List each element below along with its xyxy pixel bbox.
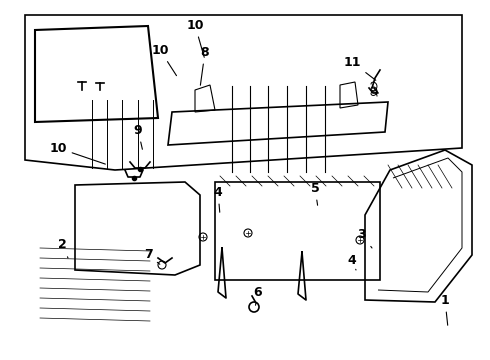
Text: 8: 8 — [200, 45, 209, 85]
Text: 7: 7 — [144, 248, 160, 264]
Text: 10: 10 — [151, 44, 176, 76]
Text: 9: 9 — [134, 123, 143, 149]
Text: 4: 4 — [347, 253, 356, 270]
Text: 10: 10 — [186, 18, 204, 57]
Text: 2: 2 — [58, 239, 68, 258]
Text: 4: 4 — [214, 185, 222, 212]
Text: 11: 11 — [343, 55, 376, 80]
Text: 1: 1 — [441, 293, 449, 325]
Text: 5: 5 — [311, 181, 319, 205]
Text: 3: 3 — [358, 229, 372, 248]
Text: 6: 6 — [254, 285, 262, 305]
Text: 10: 10 — [49, 141, 105, 164]
